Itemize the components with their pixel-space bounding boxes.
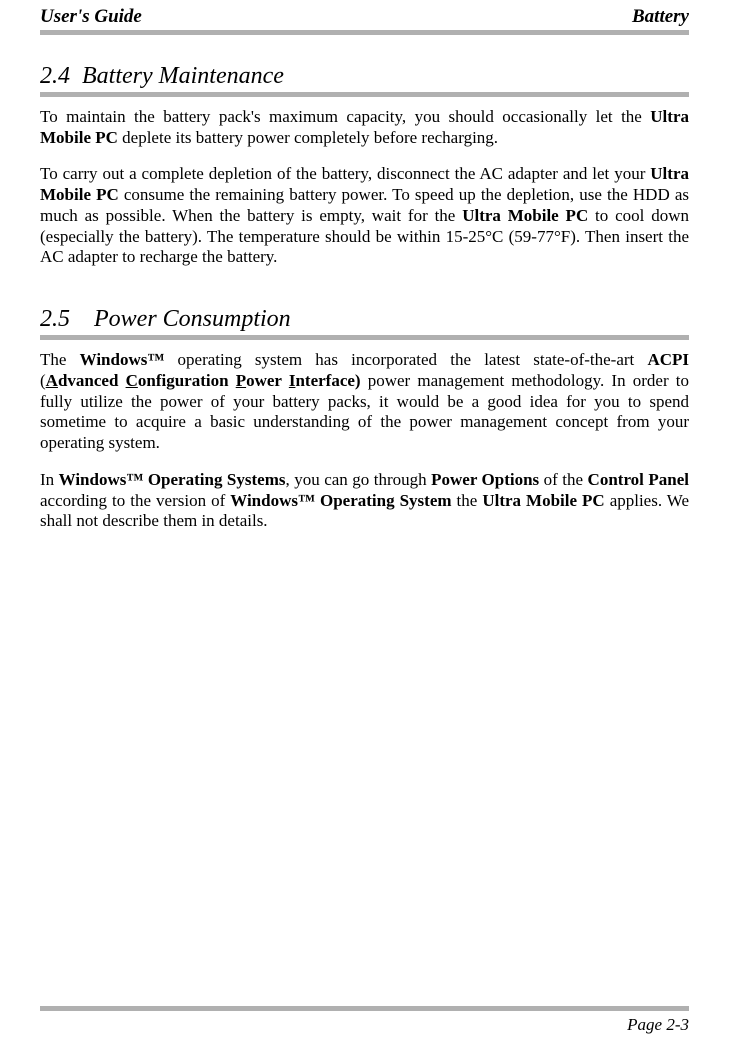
section-rule (40, 92, 689, 97)
text: operating system has incorporated the la… (164, 350, 647, 369)
page-header: User's Guide Battery (40, 0, 689, 28)
text-bold: Ultra Mobile PC (482, 491, 604, 510)
text-bold-underline: A (46, 371, 58, 390)
text-bold: Windows™ Operating Systems (59, 470, 286, 489)
text: of the (539, 470, 587, 489)
page: User's Guide Battery 2.4Battery Maintena… (0, 0, 729, 1049)
section-heading-battery-maintenance: 2.4Battery Maintenance (40, 63, 689, 90)
text-bold: Windows™ Operating System (230, 491, 451, 510)
text-bold: Ultra Mobile PC (462, 206, 588, 225)
text: In (40, 470, 59, 489)
text-bold: nterface) (295, 371, 360, 390)
section-gap (40, 284, 689, 306)
text-bold: onfiguration (138, 371, 236, 390)
section-heading-power-consumption: 2.5 Power Consumption (40, 306, 689, 333)
text-bold: Windows™ (80, 350, 165, 369)
text-bold: ACPI (647, 350, 689, 369)
section-number: 2.4 (40, 63, 82, 90)
text: according to the version of (40, 491, 230, 510)
page-number: Page 2-3 (40, 1015, 689, 1035)
text: , you can go through (285, 470, 431, 489)
text: deplete its battery power completely bef… (118, 128, 498, 147)
header-rule (40, 30, 689, 35)
section-title: Battery Maintenance (82, 63, 284, 89)
text: To carry out a complete depletion of the… (40, 164, 650, 183)
paragraph: To maintain the battery pack's maximum c… (40, 107, 689, 148)
paragraph: The Windows™ operating system has incorp… (40, 350, 689, 454)
text-bold: Control Panel (588, 470, 689, 489)
text-bold-underline: C (126, 371, 138, 390)
paragraph: To carry out a complete depletion of the… (40, 164, 689, 268)
page-footer: Page 2-3 (40, 1006, 689, 1035)
header-left: User's Guide (40, 6, 142, 28)
paragraph: In Windows™ Operating Systems, you can g… (40, 470, 689, 532)
text: The (40, 350, 80, 369)
section-rule (40, 335, 689, 340)
section-number: 2.5 (40, 306, 82, 333)
section-title: Power Consumption (94, 306, 291, 332)
header-right: Battery (632, 6, 689, 28)
text: the (452, 491, 483, 510)
text-bold: dvanced (58, 371, 126, 390)
footer-rule (40, 1006, 689, 1011)
text: To maintain the battery pack's maximum c… (40, 107, 650, 126)
text-bold: Power Options (431, 470, 539, 489)
text-bold-underline: P (236, 371, 246, 390)
text-bold: ower (246, 371, 289, 390)
